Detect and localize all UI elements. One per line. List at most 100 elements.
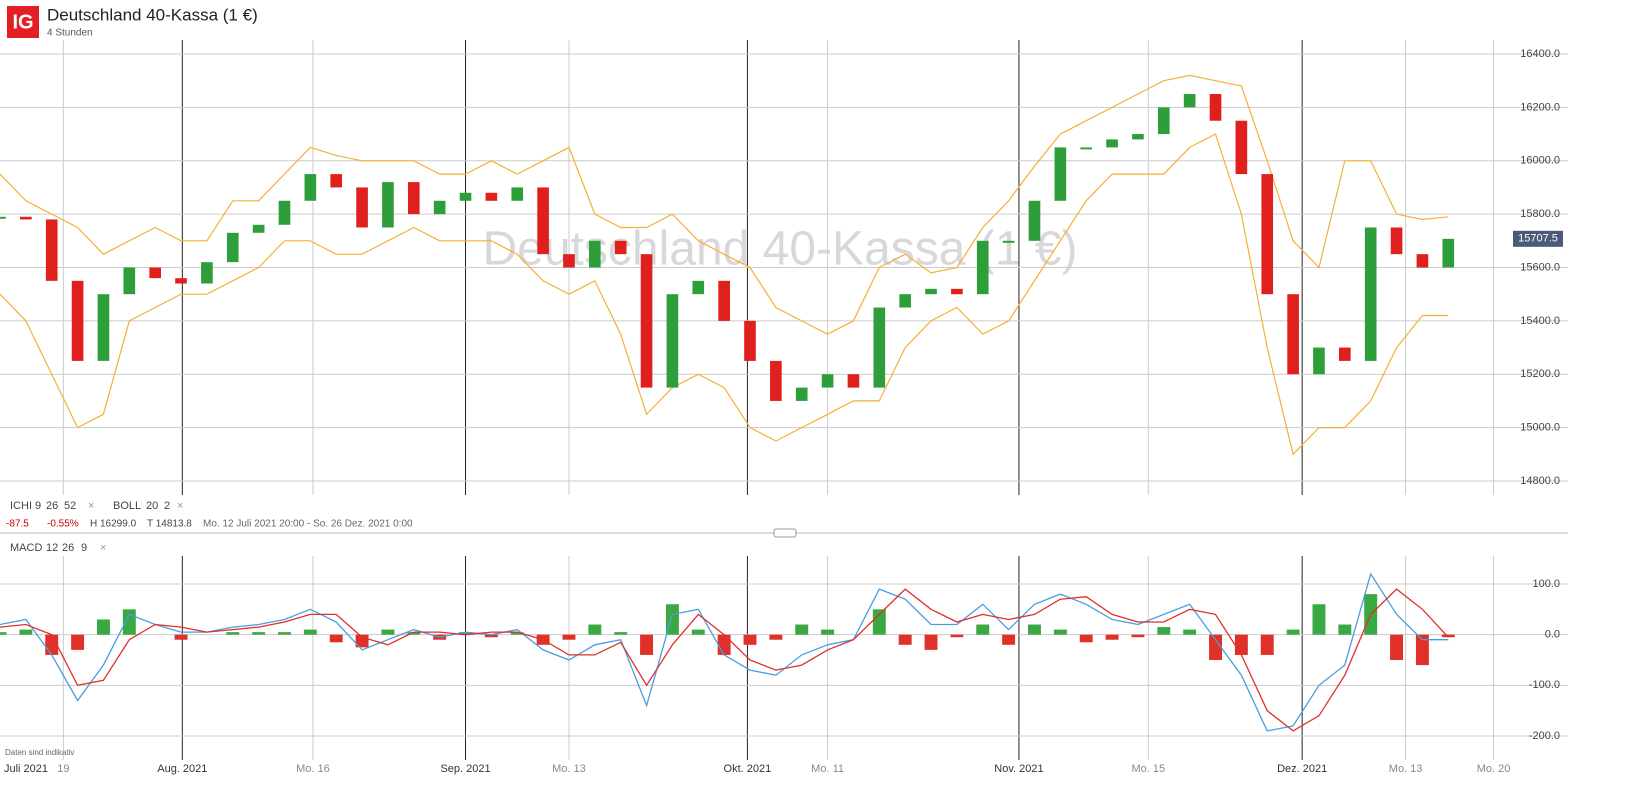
candle — [226, 232, 239, 263]
candle — [640, 254, 653, 388]
candle — [123, 267, 136, 295]
last-price-label: 15707.5 — [1518, 233, 1558, 245]
histogram-bar — [1105, 634, 1119, 640]
change: -87.5 — [6, 519, 29, 530]
candle — [71, 280, 84, 361]
chart-subtitle: 4 Stunden — [47, 28, 93, 39]
candle — [951, 288, 963, 295]
candle — [666, 294, 679, 388]
histogram-bar — [381, 629, 395, 635]
histogram-bar — [872, 609, 886, 635]
y-tick-label: -100.0 — [1529, 679, 1560, 691]
candle — [407, 182, 420, 215]
histogram-bar — [484, 634, 498, 638]
candle — [459, 192, 472, 201]
candle — [175, 278, 187, 284]
x-tick-label: Mo. 16 — [296, 763, 330, 775]
legend-param: 26 — [62, 542, 74, 554]
histogram-bar — [1028, 624, 1041, 635]
candle — [149, 267, 161, 279]
candle — [692, 280, 705, 295]
resize-handle[interactable] — [773, 528, 797, 538]
x-tick-label: Mo. 13 — [1389, 763, 1423, 775]
candle — [1235, 120, 1248, 175]
logo: IG — [12, 11, 33, 33]
histogram-bar — [1079, 634, 1093, 643]
histogram-bar — [588, 624, 602, 635]
candle — [45, 219, 58, 281]
candle — [718, 280, 730, 321]
candle — [485, 192, 498, 201]
low: T 14813.8 — [147, 519, 192, 530]
histogram-bar — [407, 632, 421, 635]
histogram-bar — [510, 632, 524, 635]
histogram-bar — [1286, 629, 1300, 635]
histogram-bar — [1131, 634, 1145, 638]
histogram-bar — [640, 634, 654, 655]
candle — [252, 224, 265, 233]
candle — [330, 174, 343, 188]
candle — [1442, 238, 1455, 268]
histogram-bar — [1209, 634, 1222, 660]
x-tick-label: Okt. 2021 — [724, 763, 772, 775]
remove-icon[interactable]: × — [88, 500, 94, 512]
candle — [1132, 134, 1144, 140]
candle — [537, 187, 549, 255]
x-tick-label: Dez. 2021 — [1277, 763, 1327, 775]
histogram-bar — [226, 632, 240, 635]
candle — [899, 294, 911, 308]
y-tick-label: 15000.0 — [1520, 422, 1560, 434]
x-tick-label: Mo. 11 — [811, 763, 844, 775]
candle — [278, 200, 291, 225]
legend-param: 26 — [46, 500, 58, 512]
histogram-bar — [976, 624, 990, 635]
candle — [1157, 107, 1170, 135]
y-tick-label: 15600.0 — [1520, 261, 1560, 273]
histogram-bar — [743, 634, 757, 645]
candle — [1002, 240, 1015, 243]
legend-param: 9 — [81, 542, 87, 554]
histogram-bar — [950, 634, 964, 638]
histogram-bar — [19, 629, 33, 635]
histogram-bar — [278, 632, 291, 635]
histogram-bar — [769, 634, 783, 640]
date-range: Mo. 12 Juli 2021 20:00 - So. 26 Dez. 202… — [203, 519, 413, 530]
candle — [976, 240, 989, 295]
candle — [433, 200, 446, 215]
candle — [925, 288, 937, 295]
candle — [1054, 147, 1067, 201]
x-tick-label: Aug. 2021 — [157, 763, 207, 775]
x-tick-label: 19 — [57, 763, 69, 775]
histogram-bar — [252, 632, 266, 635]
remove-icon[interactable]: × — [177, 500, 183, 512]
x-tick-label: Mo. 15 — [1131, 763, 1165, 775]
y-tick-label: 16400.0 — [1520, 48, 1560, 60]
y-tick-label: 15200.0 — [1520, 368, 1560, 380]
candle — [304, 174, 317, 201]
histogram-bar — [898, 634, 912, 645]
histogram-bar — [1441, 634, 1455, 638]
candle — [1416, 254, 1429, 268]
candle — [873, 307, 886, 388]
candle — [356, 187, 368, 228]
candle — [821, 374, 834, 388]
y-tick-label: 0.0 — [1545, 629, 1560, 641]
candle — [511, 187, 524, 201]
legend-label: BOLL — [113, 500, 141, 512]
histogram-bar — [1002, 634, 1016, 645]
candle — [20, 216, 32, 220]
candle — [563, 254, 575, 268]
candle — [0, 216, 6, 219]
candle — [1261, 174, 1274, 295]
candle — [1313, 347, 1325, 375]
x-tick-label: Mo. 20 — [1477, 763, 1511, 775]
high: H 16299.0 — [90, 519, 137, 530]
remove-icon[interactable]: × — [100, 542, 106, 554]
histogram-bar — [1053, 629, 1067, 635]
candle — [1390, 227, 1403, 255]
histogram-bar — [795, 624, 809, 635]
chart-title: Deutschland 40-Kassa (1 €) — [47, 5, 258, 24]
histogram-bar — [691, 629, 705, 635]
